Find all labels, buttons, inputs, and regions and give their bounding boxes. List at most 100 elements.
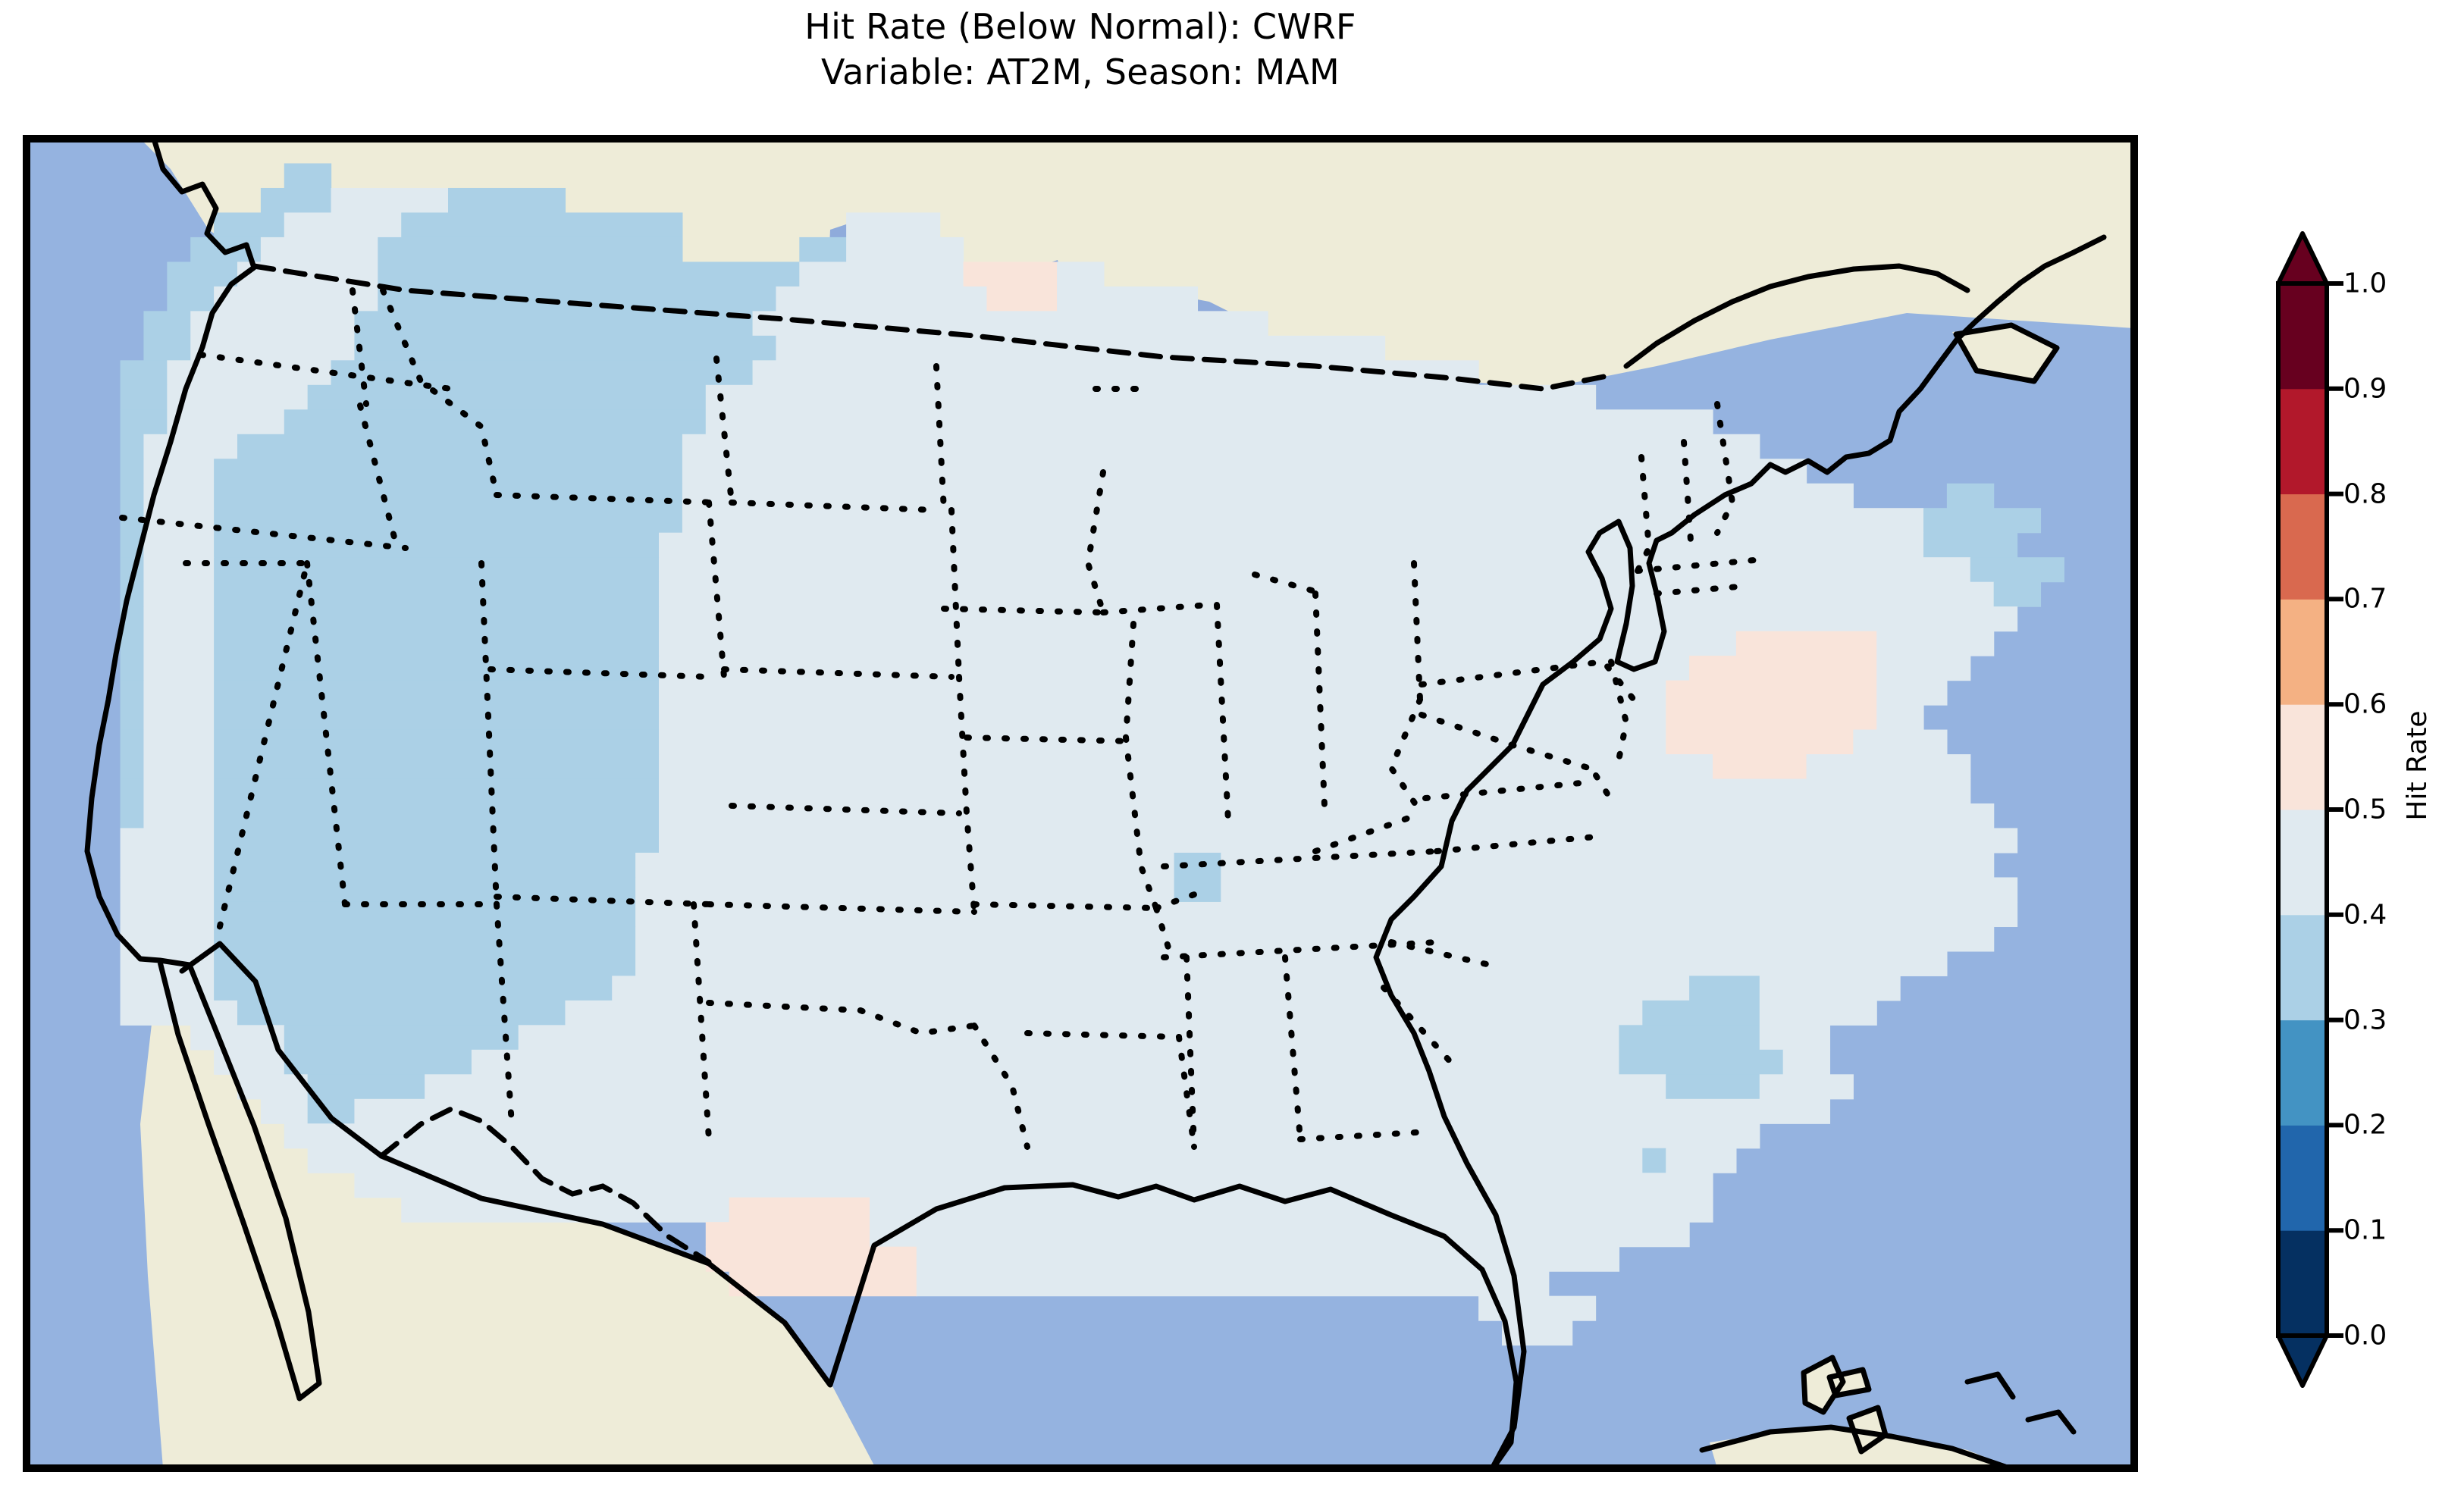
raster-cell <box>1946 483 1995 509</box>
raster-cell <box>1666 680 1877 706</box>
raster-cell <box>120 705 145 731</box>
state-line-ct-ny <box>1654 583 1751 597</box>
raster-cell <box>143 680 215 706</box>
raster-cell <box>214 754 660 780</box>
colorbar-tick-label: 0.3 <box>2343 1004 2387 1036</box>
raster-cell <box>1806 754 1971 780</box>
state-line-wa-or <box>198 352 454 392</box>
raster-cell <box>752 360 1479 386</box>
raster-cell <box>260 1098 309 1124</box>
raster-cell <box>143 729 215 755</box>
raster-cell <box>1642 1000 1760 1026</box>
state-line-tx-la <box>971 1023 1030 1150</box>
raster-cell <box>1057 286 1199 312</box>
raster-cell <box>1057 262 1105 287</box>
raster-cell <box>284 163 332 189</box>
raster-cell <box>682 434 1760 459</box>
state-line-ma-ct-ri <box>1635 556 1766 574</box>
raster-cell <box>214 729 660 755</box>
colorbar-extend-min <box>2276 1333 2329 1388</box>
raster-cell <box>120 360 168 386</box>
raster-cell <box>214 778 660 804</box>
raster-cell <box>1759 1000 1877 1026</box>
colorbar-svg <box>2276 231 2343 1388</box>
raster-cell <box>260 187 332 214</box>
raster-cell <box>1666 1074 1760 1100</box>
raster-cell <box>214 557 660 583</box>
state-line-nm-tx <box>691 901 712 1142</box>
raster-cell <box>214 680 660 706</box>
coast-chesapeake <box>1585 518 1675 672</box>
raster-cell <box>1689 656 1877 681</box>
raster-cell <box>190 311 356 337</box>
raster-cell <box>1923 508 2042 534</box>
raster-cell <box>635 901 2018 928</box>
raster-cell <box>237 434 683 459</box>
raster-cell <box>659 705 1666 731</box>
raster-cell <box>1642 1148 1666 1173</box>
raster-cell <box>659 532 1924 558</box>
colorbar-tick-label: 0.2 <box>2343 1109 2387 1141</box>
border-us-canada <box>251 263 1614 392</box>
raster-cell <box>331 360 754 386</box>
colorbar[interactable]: 0.0 0.1 0.2 0.3 0.4 0.5 0.6 0.7 0.8 0.9 1.0 <box>2276 231 2387 1388</box>
raster-cell <box>143 803 215 829</box>
raster-cell <box>635 951 1948 976</box>
page-title: Hit Rate (Below Normal): CWRF Variable: … <box>0 5 2161 96</box>
raster-cell <box>284 1049 472 1075</box>
raster-cell <box>143 778 215 804</box>
raster-cell <box>612 976 1690 1001</box>
raster-cell <box>705 409 1713 435</box>
coast-antilles-1 <box>1964 1371 2016 1400</box>
coast-pacific-nw <box>84 139 257 962</box>
raster-cell <box>284 409 707 435</box>
raster-cell <box>120 434 145 459</box>
raster-cell <box>705 1222 870 1248</box>
state-line-ia-il <box>1123 621 1136 741</box>
raster-cell <box>1619 1049 1784 1075</box>
state-line-id-or-nv <box>357 402 401 555</box>
raster-cell <box>799 236 847 263</box>
colorbar-extend-max <box>2276 231 2329 286</box>
raster-cell <box>705 1246 917 1272</box>
state-line-id-wa <box>350 287 369 407</box>
state-line-ca-nv <box>183 560 312 945</box>
raster-cell <box>214 581 660 607</box>
state-border-layer <box>119 287 1766 1150</box>
coast-st-lawrence <box>1623 263 1970 369</box>
state-line-il-in <box>1214 602 1231 824</box>
colorbar-tick-label: 0.9 <box>2343 373 2387 405</box>
state-line-wv-va <box>1387 697 1425 816</box>
raster-cell <box>659 828 2018 853</box>
state-line-sd-ne <box>721 666 955 680</box>
raster-cell <box>214 483 683 509</box>
colorbar-tick-label: 0.7 <box>2343 583 2387 615</box>
state-line-co-south <box>494 894 712 907</box>
raster-cell <box>167 262 238 287</box>
raster-cell <box>214 656 660 681</box>
raster-cell <box>214 532 660 558</box>
raster-cell <box>214 606 660 632</box>
raster-cell <box>963 262 1058 287</box>
raster-cell <box>214 508 683 534</box>
state-line-nj-ny-pa <box>1608 659 1630 771</box>
state-line-ne-ks <box>729 803 962 816</box>
raster-cell <box>214 877 636 903</box>
state-line-ms-al <box>1183 954 1197 1150</box>
state-line-sc-nc <box>1388 939 1493 968</box>
state-line-vt-nh <box>1681 439 1694 555</box>
state-line-id-mt <box>380 287 500 498</box>
colorbar-band <box>2278 810 2327 916</box>
raster-cell <box>354 1098 1831 1124</box>
raster-cell <box>682 459 1807 484</box>
raster-cell <box>120 754 145 780</box>
colorbar-tick-label: 0.6 <box>2343 688 2387 720</box>
raster-cell <box>167 286 215 312</box>
raster-cell <box>143 434 238 459</box>
raster-cell <box>167 384 309 410</box>
colorbar-band <box>2278 914 2327 1021</box>
coast-bahamas-1 <box>1801 1355 1846 1415</box>
raster-cell <box>120 778 145 804</box>
raster-cell <box>448 187 566 214</box>
